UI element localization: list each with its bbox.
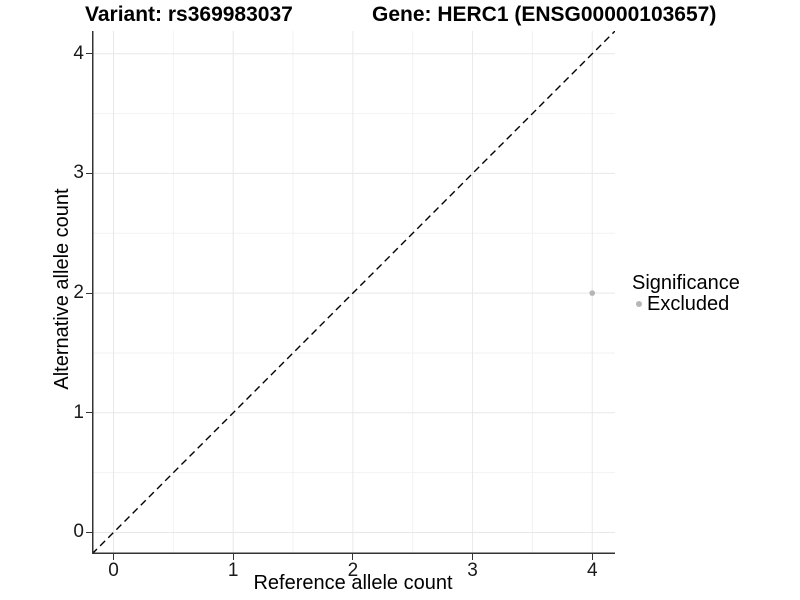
variant-title: Variant: rs369983037 bbox=[85, 3, 293, 26]
y-tick-label: 2 bbox=[73, 282, 84, 304]
y-tick-mark bbox=[86, 292, 92, 294]
y-tick-mark bbox=[86, 412, 92, 414]
x-tick-mark bbox=[472, 554, 474, 560]
x-axis-title-text: Reference allele count bbox=[253, 572, 453, 594]
legend: Significance Excluded bbox=[620, 272, 790, 332]
y-tick-mark bbox=[86, 53, 92, 55]
y-tick-mark bbox=[86, 172, 92, 174]
chart-canvas bbox=[92, 31, 615, 554]
identity-dashed-line bbox=[92, 31, 615, 554]
legend-entry-label: Excluded bbox=[647, 293, 730, 315]
y-tick-label: 1 bbox=[73, 401, 84, 423]
y-tick-mark bbox=[86, 531, 92, 533]
y-tick-label: 4 bbox=[73, 42, 84, 64]
x-tick-mark bbox=[352, 554, 354, 560]
x-tick-label: 1 bbox=[227, 560, 239, 581]
x-tick-label: 3 bbox=[467, 560, 478, 581]
legend-point-icon bbox=[636, 301, 642, 307]
x-tick-label: 0 bbox=[108, 560, 119, 581]
x-tick-mark bbox=[591, 554, 593, 560]
x-axis-title: Reference allele count bbox=[0, 571, 800, 595]
y-tick-label: 3 bbox=[73, 162, 84, 184]
plot-panel bbox=[92, 31, 615, 554]
x-tick-mark bbox=[232, 554, 234, 560]
x-tick-mark bbox=[113, 554, 115, 560]
data-point-excluded bbox=[589, 290, 596, 296]
x-tick-label: 4 bbox=[586, 560, 598, 581]
x-tick-label: 2 bbox=[347, 560, 359, 581]
gene-title: Gene: HERC1 (ENSG00000103657) bbox=[372, 3, 717, 26]
legend-title: Significance bbox=[632, 272, 740, 294]
y-tick-label: 0 bbox=[73, 521, 84, 543]
